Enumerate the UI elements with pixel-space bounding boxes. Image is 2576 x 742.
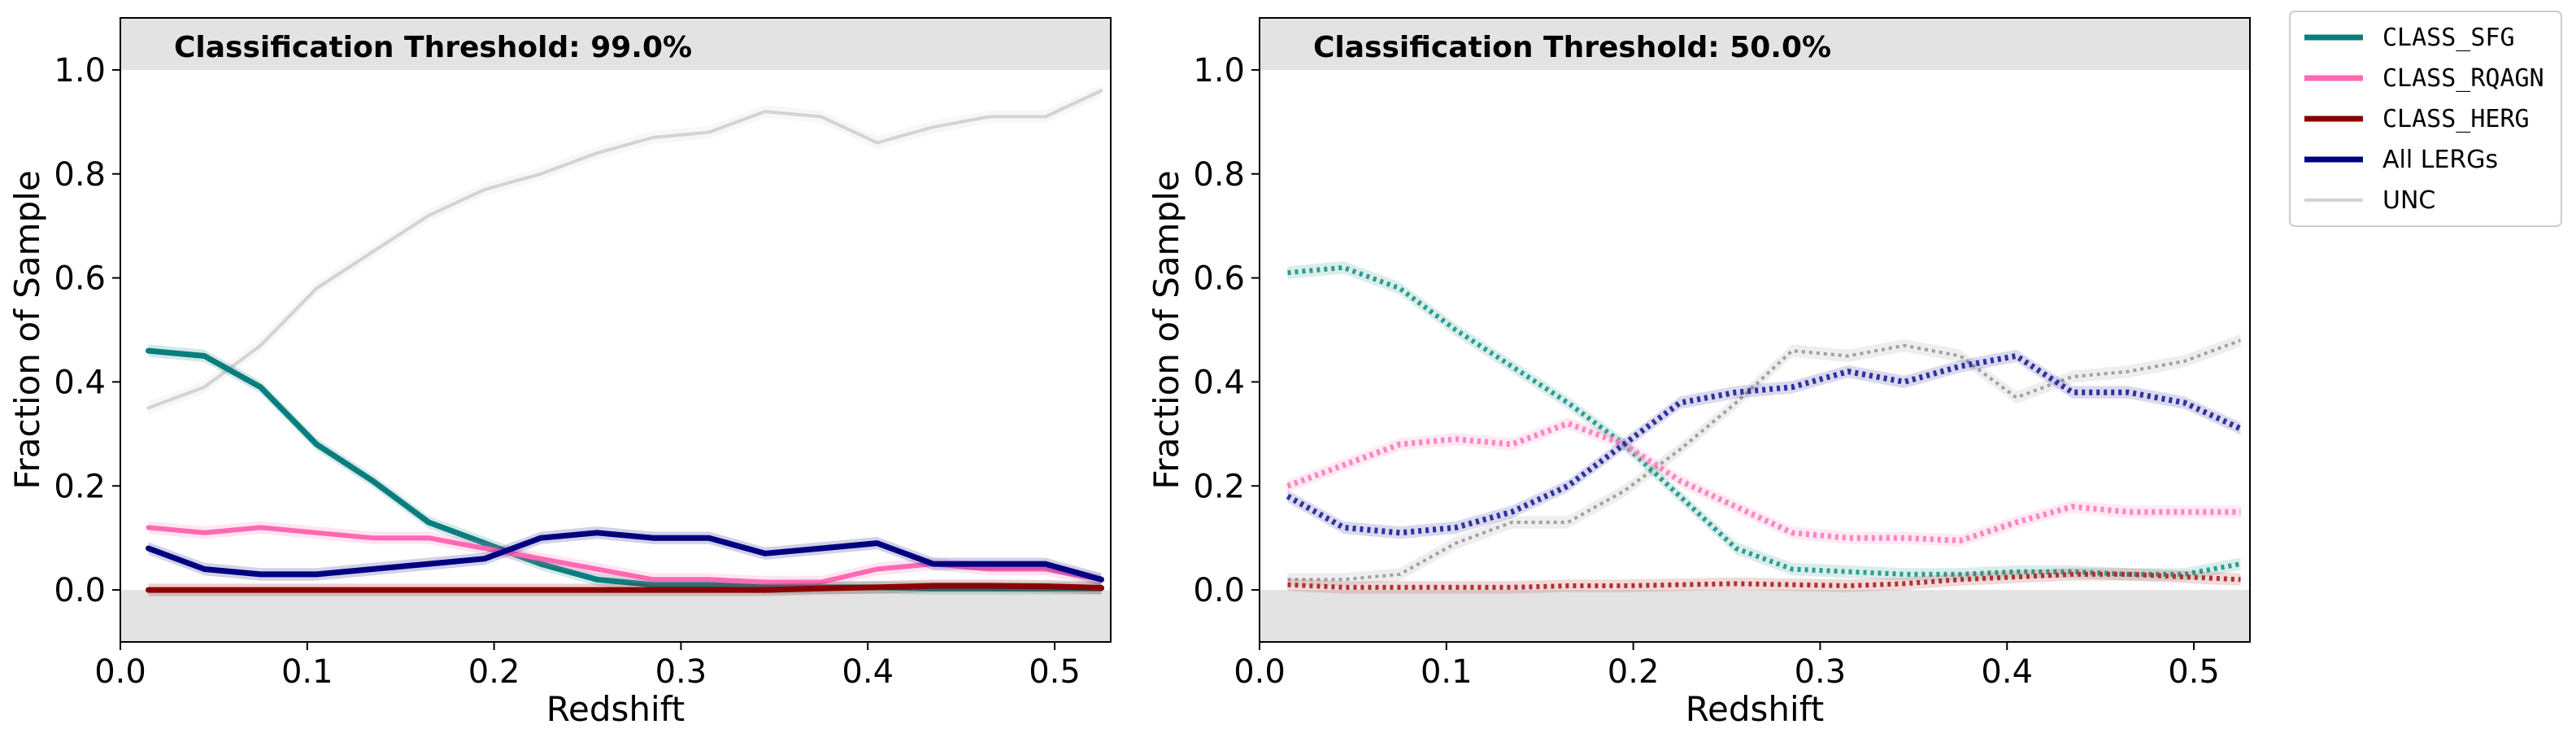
series-band-all-lergs <box>148 526 1102 586</box>
y-tick-label: 0.2 <box>1193 468 1245 505</box>
y-tick-label: 1.0 <box>54 52 106 89</box>
legend-label-class-rqagn: CLASS_RQAGN <box>2382 64 2544 93</box>
x-axis-label: Redshift <box>1686 689 1824 729</box>
shaded-band-1 <box>120 18 1111 70</box>
y-tick-label: 0.8 <box>54 156 106 194</box>
y-tick-label: 0.4 <box>54 364 106 401</box>
y-tick-label: 0.4 <box>1193 364 1245 401</box>
x-tick-label: 0.1 <box>281 653 333 691</box>
y-tick-label: 0.8 <box>1193 156 1245 194</box>
x-tick-label: 0.2 <box>1608 653 1660 691</box>
y-tick-label: 0.6 <box>1193 260 1245 298</box>
legend-box <box>2289 11 2562 227</box>
plot-area <box>120 18 1111 642</box>
plot-area <box>1260 18 2250 642</box>
shaded-band-1 <box>1260 18 2250 70</box>
right-panel: 0.0 0.1 0.2 0.3 0.4 0.5 0.0 0.2 0.4 0.6 0.8 1.0 Clas… <box>1147 17 2251 729</box>
series-line-class-rqagn <box>1286 421 2241 543</box>
x-tick-label: 0.3 <box>1795 653 1847 691</box>
left-panel: 0.0 0.1 0.2 0.3 0.4 0.5 0.0 0.2 0.4 0.6 0.8 1.0 Clas… <box>7 17 1112 729</box>
legend-label-class-sfg: CLASS_SFG <box>2382 24 2515 52</box>
series-line-class-herg <box>1287 571 2241 590</box>
panel-title: Classification Threshold: 50.0% <box>1313 31 1831 64</box>
x-tick-label: 0.3 <box>655 653 707 691</box>
series-line-all-lergs <box>1286 353 2242 536</box>
y-axis-label: Fraction of Sample <box>1147 170 1186 489</box>
series-band-class-herg <box>1287 568 2241 594</box>
series-band-class-rqagn <box>1287 417 2241 547</box>
legend-label-all-lergs: All LERGs <box>2382 146 2498 174</box>
y-tick-label: 0.0 <box>54 572 106 609</box>
shaded-band-0 <box>120 590 1111 642</box>
y-tick-label: 0.0 <box>1193 572 1245 609</box>
y-tick-label: 0.2 <box>54 468 106 505</box>
x-tick-label: 0.5 <box>2168 653 2220 691</box>
y-tick-label: 0.6 <box>54 260 106 298</box>
axes-frame <box>1259 17 2251 643</box>
shaded-band-0 <box>1260 590 2250 642</box>
series-line-class-sfg <box>1287 264 2242 577</box>
panel-title: Classification Threshold: 99.0% <box>174 31 692 64</box>
legend-label-class-herg: CLASS_HERG <box>2382 105 2530 133</box>
legend-label-unc: UNC <box>2382 186 2435 215</box>
x-tick-label: 0.0 <box>1234 653 1286 691</box>
x-axis-label: Redshift <box>546 689 685 729</box>
y-axis-label: Fraction of Sample <box>7 170 47 489</box>
x-tick-label: 0.2 <box>468 653 520 691</box>
x-tick-label: 0.4 <box>842 653 894 691</box>
x-tick-label: 0.5 <box>1029 653 1081 691</box>
series-line-unc <box>146 89 1103 410</box>
x-tick-label: 0.1 <box>1421 653 1473 691</box>
series-line-all-lergs <box>146 530 1104 583</box>
x-tick-label: 0.4 <box>1981 653 2033 691</box>
x-tick-label: 0.0 <box>94 653 146 691</box>
legend: CLASS_SFG CLASS_RQAGN CLASS_HERG All LERGs U… <box>2289 11 2562 227</box>
axes-frame <box>120 17 1112 643</box>
series-line-class-herg <box>146 583 1104 593</box>
y-tick-label: 1.0 <box>1193 52 1245 89</box>
